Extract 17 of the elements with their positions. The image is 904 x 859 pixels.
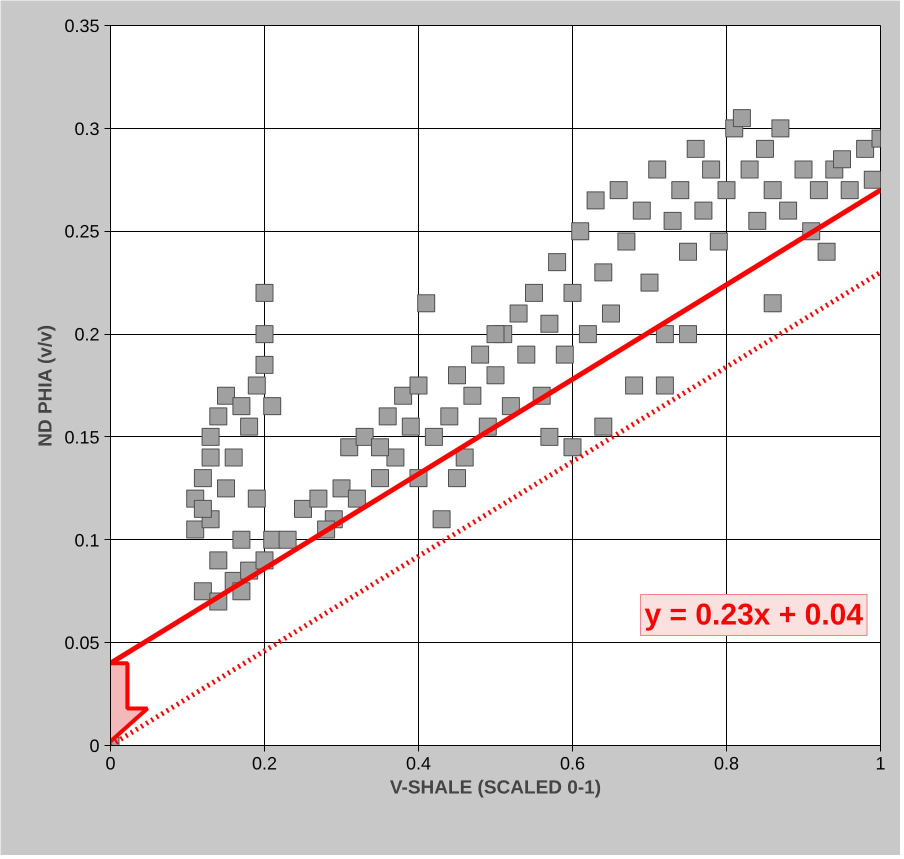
x-tick-label: 0.8	[714, 754, 740, 774]
x-tick-label: 0.6	[560, 754, 586, 774]
y-tick-label: 0.05	[64, 633, 100, 654]
x-tick-label: 1	[875, 754, 886, 774]
y-tick-label: 0.15	[64, 427, 100, 448]
x-tick-label: 0.2	[252, 754, 278, 774]
x-tick-label: 0.4	[406, 754, 432, 774]
y-tick-label: 0	[89, 736, 100, 756]
y-tick-label: 0.3	[74, 118, 100, 139]
x-axis-title: V-SHALE (SCALED 0-1)	[390, 778, 602, 798]
y-tick-label: 0.35	[64, 16, 100, 36]
annotation: y = 0.23x + 0.04	[644, 598, 864, 632]
x-tick-label: 0	[105, 754, 116, 774]
y-tick-label: 0.25	[64, 222, 100, 242]
y-axis-title: ND PHIA (v/v)	[35, 324, 56, 447]
y-tick-label: 0.1	[74, 530, 100, 550]
y-tick-label: 0.2	[74, 324, 100, 345]
